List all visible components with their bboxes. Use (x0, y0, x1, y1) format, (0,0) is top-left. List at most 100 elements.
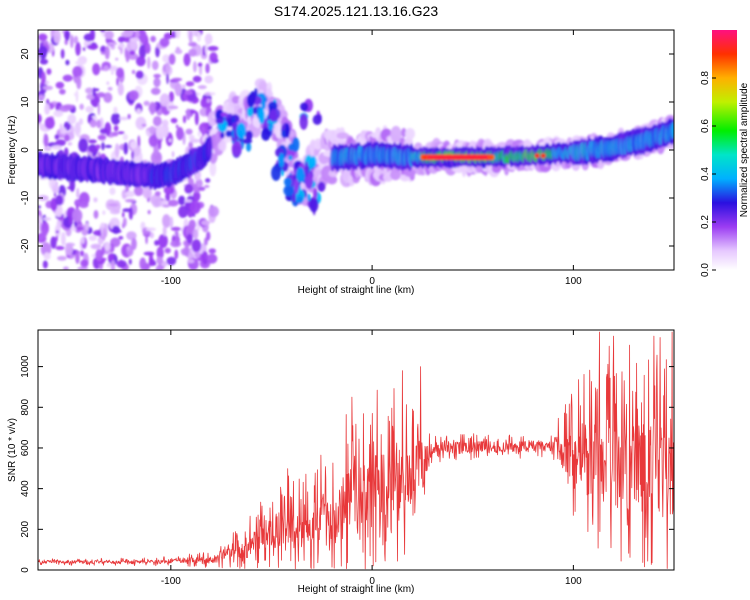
spectrogram-blob (296, 195, 304, 204)
spectrogram-blob (304, 161, 309, 178)
spectrogram-blob (166, 72, 169, 85)
spectrogram-blob (142, 186, 152, 199)
spectrogram-blob (85, 87, 94, 94)
spectrogram-blob (82, 47, 86, 52)
spectrogram-blob (43, 147, 52, 151)
spectrogram-blob (42, 260, 48, 269)
spectrogram-blob (103, 65, 109, 72)
spectrogram-blob (122, 211, 125, 218)
spectrogram-blob (57, 255, 67, 261)
spectrogram-blob (155, 264, 162, 270)
spectrogram-blob (245, 130, 253, 141)
spectrogram-blob (133, 186, 144, 197)
spectrogram-blob (141, 123, 147, 127)
spectrogram-ylabel: Frequency (Hz) (7, 116, 18, 185)
spectrogram-blob (326, 175, 338, 185)
colorbar-tick-label: 0.0 (700, 263, 711, 277)
spectrogram-blob (89, 119, 97, 128)
colorbar-tick-label: 0.2 (700, 215, 711, 229)
spectrogram-blob (147, 209, 151, 215)
spectrogram-blob (43, 252, 51, 261)
spectrogram-blob (204, 42, 209, 56)
spectrogram-blob (81, 236, 85, 245)
spectrogram-blob (85, 106, 94, 113)
spectrogram-blob (63, 266, 69, 270)
spectrogram-blob (55, 81, 65, 89)
spectrogram-blob (139, 257, 147, 270)
spectrogram-blob (130, 140, 138, 149)
spectrogram-blob (74, 121, 81, 137)
spectrogram-blob (403, 166, 417, 178)
spectrogram-blob (107, 253, 115, 262)
spectrogram-blob (65, 243, 74, 256)
spectrogram-blob (197, 62, 203, 67)
spectrogram-blob (127, 113, 131, 120)
spectrogram-blob (96, 119, 102, 129)
spectrogram-blob (188, 48, 197, 57)
spectrogram-blob (38, 55, 41, 61)
spectrogram-blob (291, 137, 300, 153)
spectrogram-blob (261, 99, 266, 110)
spectrogram-blob (115, 67, 125, 79)
spectrogram-blob (72, 208, 83, 223)
spectrogram-blob (156, 246, 164, 260)
spectrogram-blob (104, 46, 110, 60)
spectrogram-blob (55, 235, 58, 242)
snr-xtick-label: 0 (369, 576, 375, 587)
spectrogram-blob (38, 94, 45, 101)
spectrogram-blob (209, 160, 217, 177)
spectrogram-blob (55, 230, 59, 234)
figure-title: S174.2025.121.13.16.G23 (274, 3, 438, 19)
spectrogram-blob (192, 228, 199, 240)
colorbar: 0.0 0.2 0.4 0.6 0.8 Normalized spectral ampl… (700, 30, 750, 277)
spectrogram-blob (271, 165, 282, 181)
spectrogram-blob (124, 198, 137, 203)
spectrogram-blob (204, 184, 210, 189)
spectrogram-blob (143, 251, 155, 256)
spectrogram-blob (197, 130, 201, 138)
spectrogram-blob (107, 86, 113, 91)
spectrogram-blob (135, 56, 146, 67)
spectrogram-blob (106, 262, 111, 268)
spectrogram-blob (170, 117, 178, 124)
spectrogram-blob (150, 150, 163, 165)
spectrogram-blob (88, 235, 97, 241)
spectrogram-blob (149, 125, 156, 135)
spectrogram-blob (404, 127, 416, 140)
spectrogram-blob (175, 124, 179, 129)
spectrogram-blob (135, 70, 144, 80)
spectrogram-blob (169, 216, 174, 229)
spectrogram-blob (178, 195, 186, 206)
spectrogram-blob (38, 205, 41, 209)
spectrogram-blob (390, 168, 402, 181)
spectrogram-blob (123, 142, 129, 155)
spectrogram-blob (162, 204, 171, 208)
colorbar-label: Normalized spectral amplitude (739, 82, 750, 217)
spectrogram-blob (77, 266, 89, 270)
spectrogram-blob (74, 92, 77, 97)
spectrogram-blob (76, 187, 80, 199)
spectrogram-blob (92, 87, 96, 97)
spectrogram-blob (102, 210, 106, 215)
snr-ytick-label: 800 (20, 399, 31, 416)
spectrogram-blob (53, 30, 61, 44)
spectrogram-blob (96, 92, 106, 98)
spectrogram-blob (44, 116, 55, 130)
spectrogram-blob (192, 61, 197, 73)
spectrogram-blob (126, 246, 130, 251)
spectrogram-blob (215, 109, 225, 122)
spectrogram-blob (154, 191, 161, 197)
spectrogram-blob (131, 237, 137, 250)
spectrogram-blob (196, 179, 203, 188)
spectrogram-blob (117, 82, 124, 96)
spectrogram-blob (204, 75, 214, 84)
spectrogram-blob (671, 121, 674, 139)
spectrogram-blob (189, 138, 201, 143)
spectrogram-xlabel: Height of straight line (km) (298, 285, 415, 296)
spectrogram-blob (201, 126, 205, 137)
spectrogram-blob (95, 144, 101, 150)
spectrogram-blob (484, 155, 489, 159)
spectrogram-blob (55, 245, 65, 251)
